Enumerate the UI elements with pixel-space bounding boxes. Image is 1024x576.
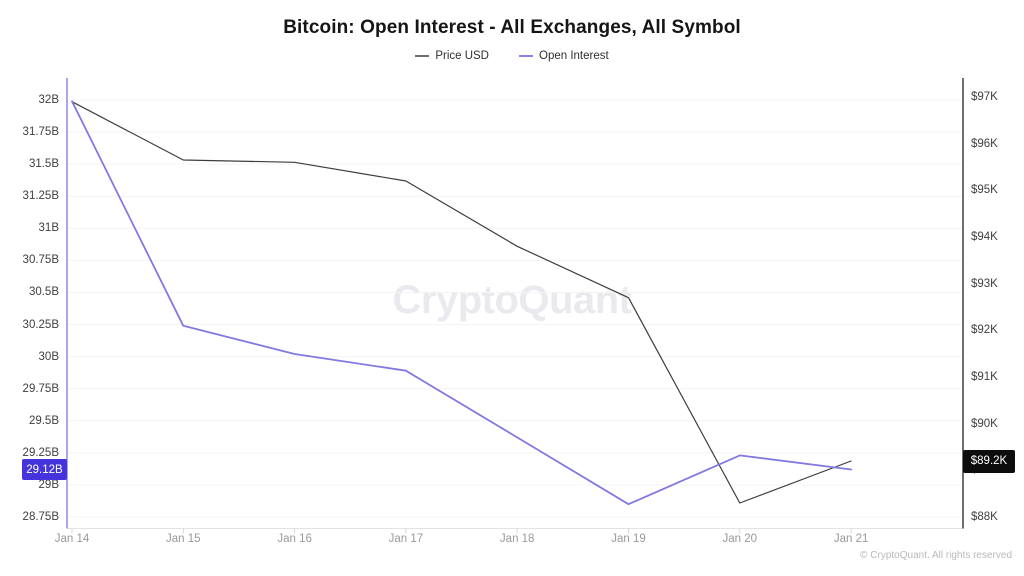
price-current-value-badge: $89.2K <box>963 449 1015 473</box>
chart-legend: Price USD Open Interest <box>0 50 1024 62</box>
legend-item-price-usd[interactable]: Price USD <box>415 50 489 62</box>
right-axis-tick-label: $97K <box>971 91 998 103</box>
x-axis-date-label: Jan 16 <box>277 533 312 545</box>
open-interest-line <box>71 100 852 506</box>
left-axis-tick-label: 30.75B <box>22 254 59 267</box>
legend-item-open-interest[interactable]: Open Interest <box>519 50 609 62</box>
left-axis-tick-label: 32B <box>38 94 59 106</box>
right-axis-tick-label: $95K <box>971 184 998 197</box>
right-axis-tick-label: $90K <box>971 417 998 430</box>
legend-label-price-usd: Price USD <box>435 50 489 62</box>
left-axis-tick-label: 31B <box>38 222 59 235</box>
left-axis-tick-label: 30B <box>38 350 59 363</box>
left-axis-tick-label: 30.25B <box>22 318 59 331</box>
price-usd-line <box>71 101 852 504</box>
left-axis-tick-label: 31.25B <box>22 190 59 203</box>
x-axis-date-label: Jan 18 <box>499 533 535 545</box>
x-axis-date-label: Jan 17 <box>388 533 424 545</box>
left-axis-tick-label: 30.5B <box>28 286 59 299</box>
open-interest-current-value-badge: 29.12B <box>22 459 67 481</box>
left-axis-tick-label: 29.75B <box>22 382 59 395</box>
left-axis-tick-label: 29.25B <box>22 446 59 459</box>
right-axis-tick-label: $96K <box>971 137 998 150</box>
legend-label-open-interest: Open Interest <box>539 50 609 62</box>
right-axis-tick-label: $94K <box>971 231 998 243</box>
left-axis-tick-label: 29.5B <box>28 414 59 427</box>
x-axis-date-label: Jan 19 <box>611 533 646 545</box>
copyright-notice: © CryptoQuant. All rights reserved <box>860 550 1012 561</box>
left-axis-tick-label: 29B <box>38 478 59 491</box>
right-axis-tick-label: $88K <box>971 511 998 523</box>
chart-title: Bitcoin: Open Interest - All Exchanges, … <box>283 17 741 38</box>
right-axis-tick-label: $91K <box>971 371 998 383</box>
open-interest-line-swatch-icon <box>519 55 533 57</box>
x-axis-date-label: Jan 20 <box>722 533 758 545</box>
left-axis-tick-label: 28.75B <box>22 511 59 523</box>
left-axis-tick-label: 31.5B <box>28 158 59 171</box>
x-axis-date-label: Jan 15 <box>166 533 201 545</box>
price-usd-line-swatch-icon <box>415 55 430 57</box>
x-axis-date-label: Jan 14 <box>54 533 90 545</box>
right-axis-tick-label: $93K <box>971 277 998 290</box>
x-axis-date-label: Jan 21 <box>833 533 869 545</box>
right-axis-tick-label: $92K <box>971 324 998 337</box>
left-axis-tick-label: 31.75B <box>22 126 59 139</box>
